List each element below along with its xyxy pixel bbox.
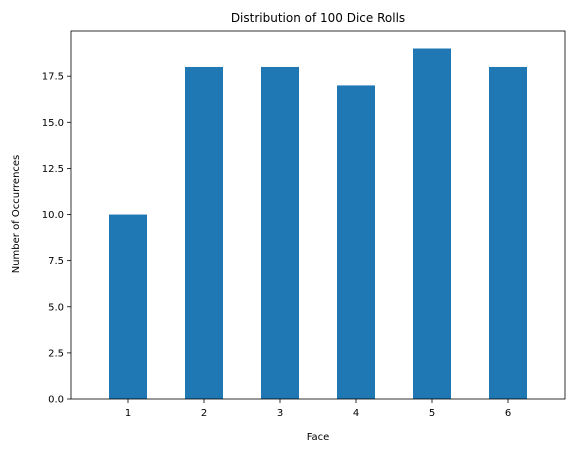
x-tick-label: 1 — [125, 408, 131, 419]
x-axis-ticks: 1 2 3 4 5 6 — [125, 399, 511, 419]
chart-title: Distribution of 100 Dice Rolls — [231, 11, 405, 25]
x-axis-label: Face — [307, 432, 330, 443]
bar-face-3 — [261, 66, 299, 399]
bar-face-5 — [413, 48, 451, 400]
plot-border — [70, 30, 566, 400]
bars-group — [109, 48, 527, 400]
y-axis-label: Number of Occurrences — [11, 155, 22, 274]
axes-frame — [70, 30, 566, 400]
bar-face-4 — [337, 85, 375, 400]
x-tick-label: 6 — [505, 408, 511, 419]
bar-face-1 — [109, 214, 147, 399]
y-tick-label: 5.0 — [48, 302, 64, 313]
bar-face-6 — [489, 66, 527, 399]
bar-face-2 — [185, 66, 223, 399]
x-tick-label: 4 — [353, 408, 359, 419]
y-axis-ticks: 0.0 2.5 5.0 7.5 10.0 12.5 15.0 17.5 — [42, 72, 71, 406]
y-tick-label: 10.0 — [42, 210, 64, 221]
y-tick-label: 2.5 — [48, 348, 64, 359]
x-tick-label: 3 — [277, 408, 283, 419]
y-tick-label: 15.0 — [42, 118, 64, 129]
y-tick-label: 17.5 — [42, 72, 64, 83]
y-tick-label: 0.0 — [48, 395, 64, 406]
x-tick-label: 5 — [429, 408, 435, 419]
x-tick-label: 2 — [201, 408, 207, 419]
y-tick-label: 7.5 — [48, 256, 64, 267]
y-tick-label: 12.5 — [42, 164, 64, 175]
